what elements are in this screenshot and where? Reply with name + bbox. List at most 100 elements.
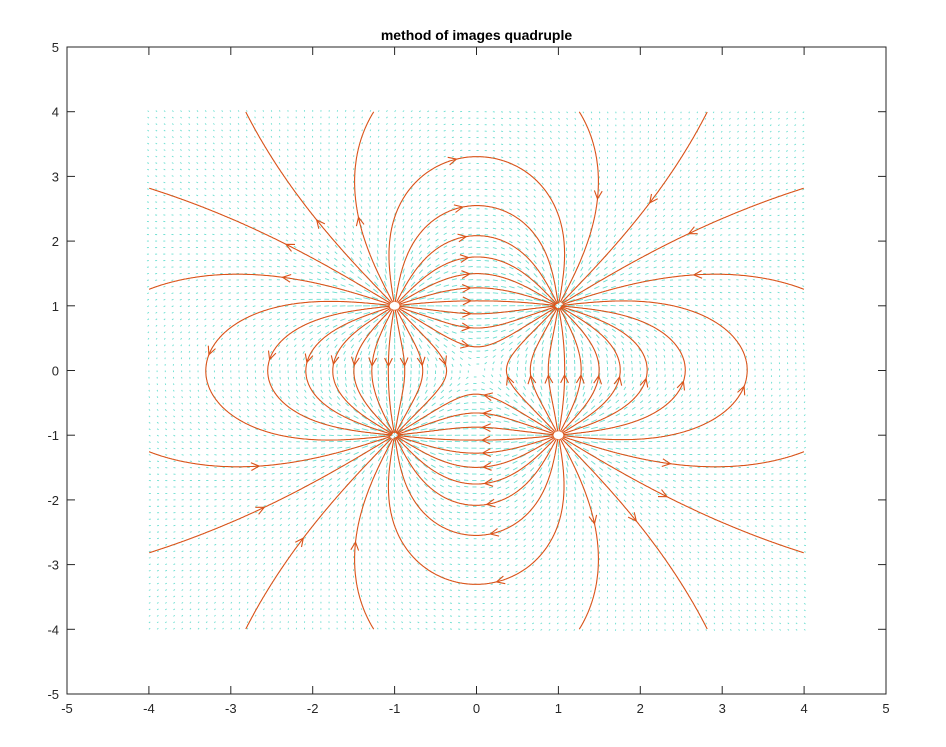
quiver-arrow xyxy=(385,206,388,209)
quiver-arrow xyxy=(590,629,592,631)
quiver-arrow xyxy=(254,110,256,112)
quiver-arrow xyxy=(263,569,266,572)
quiver-arrow xyxy=(196,331,199,334)
quiver-arrow xyxy=(427,123,430,126)
quiver-arrow xyxy=(407,409,412,415)
quiver-arrow xyxy=(188,155,191,158)
quiver-arrow xyxy=(515,551,518,554)
quiver-arrow xyxy=(498,564,502,566)
quiver-arrow xyxy=(437,428,444,430)
quiver-arrow xyxy=(326,245,330,248)
quiver-arrow xyxy=(574,385,577,391)
quiver-arrow xyxy=(309,271,313,274)
quiver-arrow xyxy=(566,163,568,166)
quiver-arrow xyxy=(245,213,248,216)
quiver-arrow xyxy=(271,504,275,507)
quiver-arrow xyxy=(352,621,355,623)
quiver-arrow xyxy=(597,234,600,238)
quiver-arrow xyxy=(511,441,518,443)
quiver-arrow xyxy=(296,421,300,424)
quiver-arrow xyxy=(443,123,446,126)
quiver-arrow xyxy=(334,344,338,348)
quiver-arrow xyxy=(410,296,418,300)
quiver-arrow xyxy=(345,446,351,449)
quiver-arrow xyxy=(332,277,338,281)
quiver-arrow xyxy=(509,273,514,276)
quiver-arrow xyxy=(639,169,641,172)
quiver-arrow xyxy=(156,396,159,399)
quiver-arrow xyxy=(165,544,168,546)
quiver-arrow xyxy=(517,310,524,313)
quiver-arrow xyxy=(384,331,387,338)
quiver-arrow xyxy=(429,440,436,443)
quiver-arrow xyxy=(401,496,404,501)
quiver-arrow xyxy=(439,465,444,468)
quiver-arrow xyxy=(320,383,323,387)
quiver-arrow xyxy=(533,240,537,245)
quiver-arrow xyxy=(204,194,207,197)
quiver-arrow xyxy=(484,349,489,352)
quiver-arrow xyxy=(205,402,208,405)
quiver-arrow xyxy=(517,347,521,352)
quiver-arrow xyxy=(385,614,387,617)
quiver-arrow xyxy=(604,266,608,270)
quiver-arrow xyxy=(509,175,512,178)
quiver-arrow xyxy=(610,310,616,313)
quiver-arrow xyxy=(230,556,233,559)
quiver-arrow xyxy=(263,434,267,437)
quiver-arrow xyxy=(566,447,571,454)
quiver-arrow xyxy=(418,344,422,349)
quiver-arrow xyxy=(155,168,158,171)
quiver-arrow xyxy=(357,276,363,281)
quiver-arrow xyxy=(549,253,552,258)
quiver-arrow xyxy=(425,582,428,585)
quiver-arrow xyxy=(639,577,642,580)
quiver-arrow xyxy=(196,201,199,203)
quiver-arrow xyxy=(173,582,176,585)
quiver-arrow xyxy=(328,465,333,468)
quiver-arrow xyxy=(196,175,199,177)
quiver-arrow xyxy=(269,220,272,223)
quiver-arrow xyxy=(148,569,151,572)
quiver-arrow xyxy=(587,334,592,339)
quiver-arrow xyxy=(324,291,330,294)
quiver-arrow xyxy=(420,445,428,449)
quiver-arrow xyxy=(204,201,207,203)
quiver-arrow xyxy=(500,335,506,339)
quiver-arrow xyxy=(287,148,289,151)
quiver-arrow xyxy=(345,497,348,501)
quiver-arrow xyxy=(441,595,444,598)
quiver-arrow xyxy=(513,480,518,484)
quiver-arrow xyxy=(619,322,625,326)
quiver-arrow xyxy=(433,530,436,533)
quiver-arrow xyxy=(206,543,209,546)
quiver-arrow xyxy=(623,480,628,483)
quiver-arrow xyxy=(581,616,584,619)
quiver-arrow xyxy=(602,285,608,289)
quiver-arrow xyxy=(222,441,225,443)
quiver-arrow xyxy=(558,150,560,153)
quiver-arrow xyxy=(590,221,592,225)
quiver-arrow xyxy=(286,219,289,223)
quiver-arrow xyxy=(244,311,248,314)
quiver-arrow xyxy=(285,324,289,328)
quiver-arrow xyxy=(385,469,388,475)
quiver-arrow xyxy=(531,392,535,397)
quiver-arrow xyxy=(245,220,248,223)
quiver-arrow xyxy=(533,353,536,358)
quiver-arrow xyxy=(292,311,297,314)
quiver-arrow xyxy=(204,155,207,158)
quiver-arrow xyxy=(326,238,330,242)
quiver-arrow xyxy=(163,162,166,164)
quiver-arrow xyxy=(519,419,526,423)
quiver-arrow xyxy=(377,595,379,598)
quiver-arrow xyxy=(204,298,207,301)
quiver-arrow xyxy=(441,530,444,533)
quiver-arrow xyxy=(271,569,274,572)
quiver-arrow xyxy=(565,532,568,535)
quiver-arrow xyxy=(412,439,420,443)
quiver-arrow xyxy=(246,396,249,399)
quiver-arrow xyxy=(374,324,379,331)
quiver-arrow xyxy=(527,426,534,430)
quiver-arrow xyxy=(498,538,502,541)
